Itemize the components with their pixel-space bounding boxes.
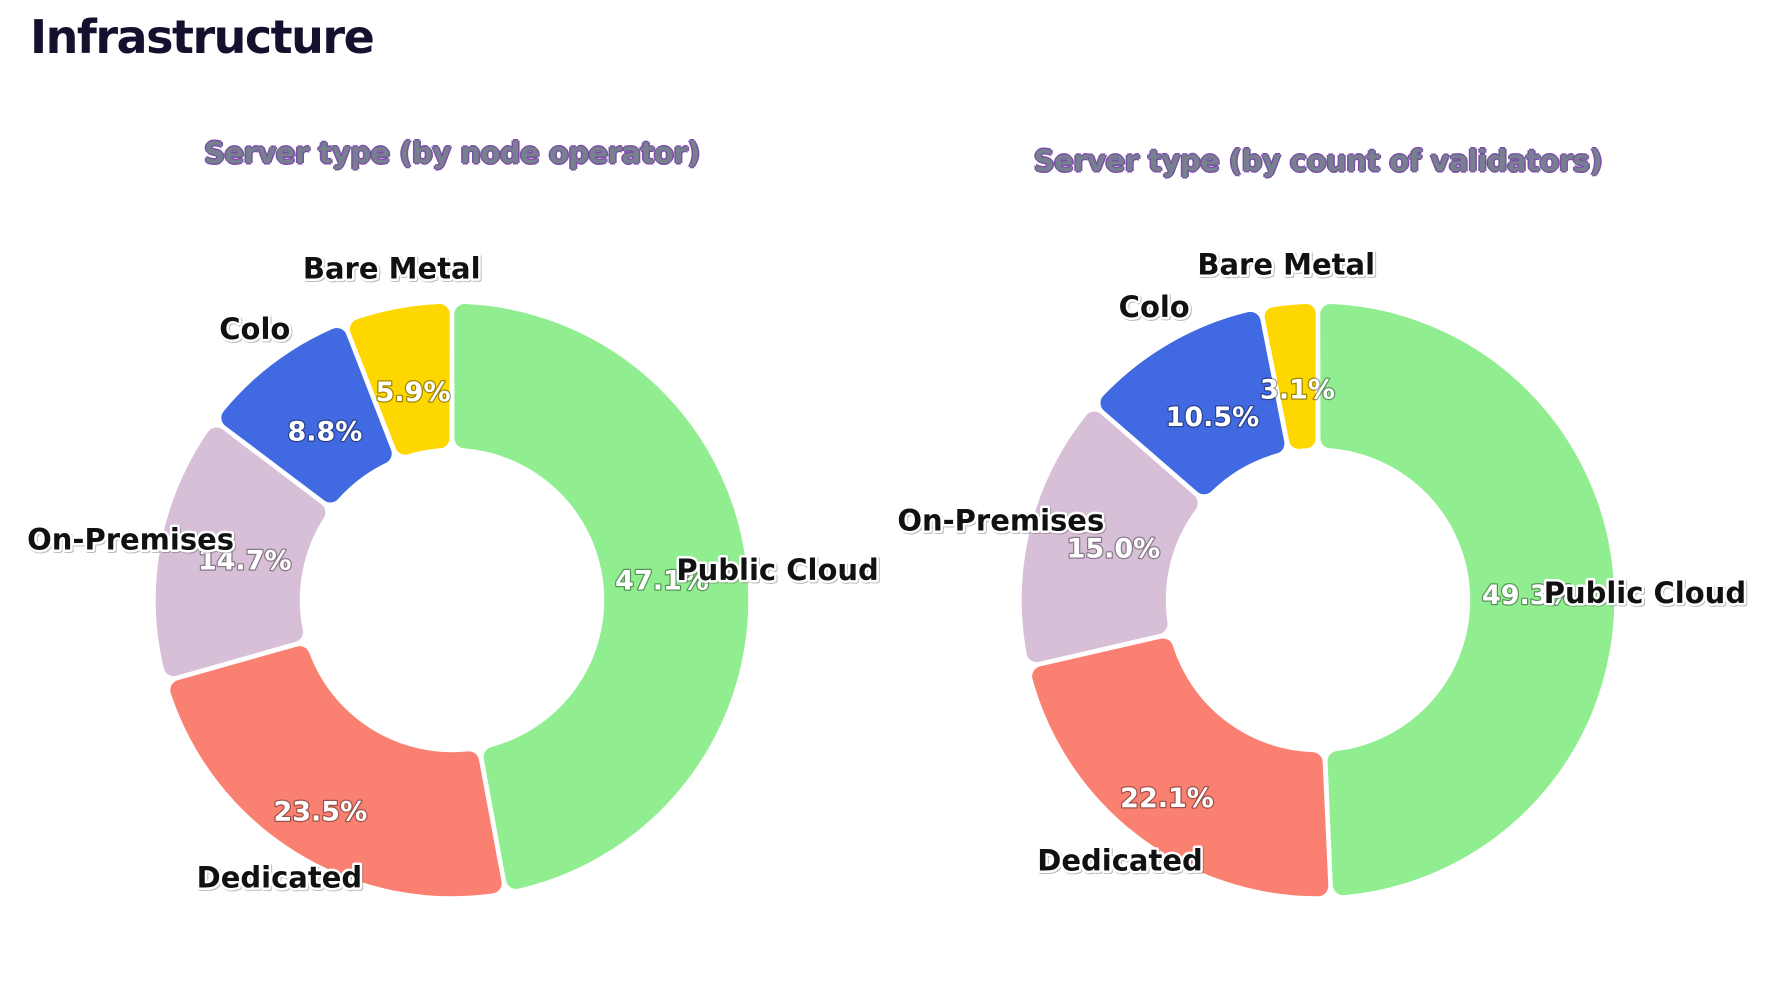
pie-slice-server-type-by-count-of-validators-colo[interactable] [1099,310,1286,496]
pie-slice-server-type-by-count-of-validators-dedicated[interactable] [1030,636,1330,898]
category-label-bare-metal: Bare Metal [1197,248,1375,282]
category-label-on-premises: On-Premises [27,523,234,557]
pie-slice-server-type-by-count-of-validators-bare-metal[interactable] [1263,302,1318,451]
value-label-dedicated: 23.5% [273,796,367,827]
category-label-colo: Colo [1119,290,1190,324]
pie-slice-server-type-by-count-of-validators-public-cloud[interactable] [1318,302,1616,897]
value-label-public-cloud: 49.3% [1482,580,1576,611]
value-label-dedicated: 22.1% [1120,783,1214,814]
chart-title-server-type-by-node-operator: Server type (by node operator) [204,136,700,170]
pie-slice-server-type-by-node-operator-bare-metal[interactable] [348,302,452,457]
category-label-colo: Colo [219,312,290,346]
value-label-on-premises: 14.7% [198,546,292,577]
value-label-public-cloud: 47.1% [615,565,709,596]
value-label-bare-metal: 5.9% [376,377,451,408]
pie-slice-server-type-by-node-operator-public-cloud[interactable] [452,302,750,891]
chart-title-server-type-by-count-of-validators: Server type (by count of validators) [1033,144,1603,178]
category-label-bare-metal: Bare Metal [303,252,481,286]
pie-slice-server-type-by-count-of-validators-on-premises[interactable] [1020,410,1200,664]
value-label-on-premises: 15.0% [1067,533,1161,564]
value-label-bare-metal: 3.1% [1260,375,1335,406]
category-label-public-cloud: Public Cloud [676,553,878,587]
donut-server-type-by-node-operator: 47.1% 23.5% 14.7% 8.8% 5.9% Public Cloud Dedic… [25,249,881,898]
pie-slice-server-type-by-node-operator-on-premises[interactable] [154,425,327,678]
page-title: Infrastructure [30,10,375,64]
donut-server-type-by-count-of-validators: 49.3% 22.1% 15.0% 10.5%3.1% Public Cloud Dedi… [895,245,1749,898]
value-label-colo: 8.8% [287,416,362,447]
category-label-on-premises: On-Premises [897,504,1104,538]
value-label-colo: 10.5% [1166,402,1260,433]
pie-slice-server-type-by-node-operator-colo[interactable] [219,326,394,504]
category-label-dedicated: Dedicated [1037,843,1203,877]
category-label-public-cloud: Public Cloud [1544,576,1746,610]
pie-slice-server-type-by-node-operator-dedicated[interactable] [168,644,504,898]
category-label-dedicated: Dedicated [197,861,363,895]
